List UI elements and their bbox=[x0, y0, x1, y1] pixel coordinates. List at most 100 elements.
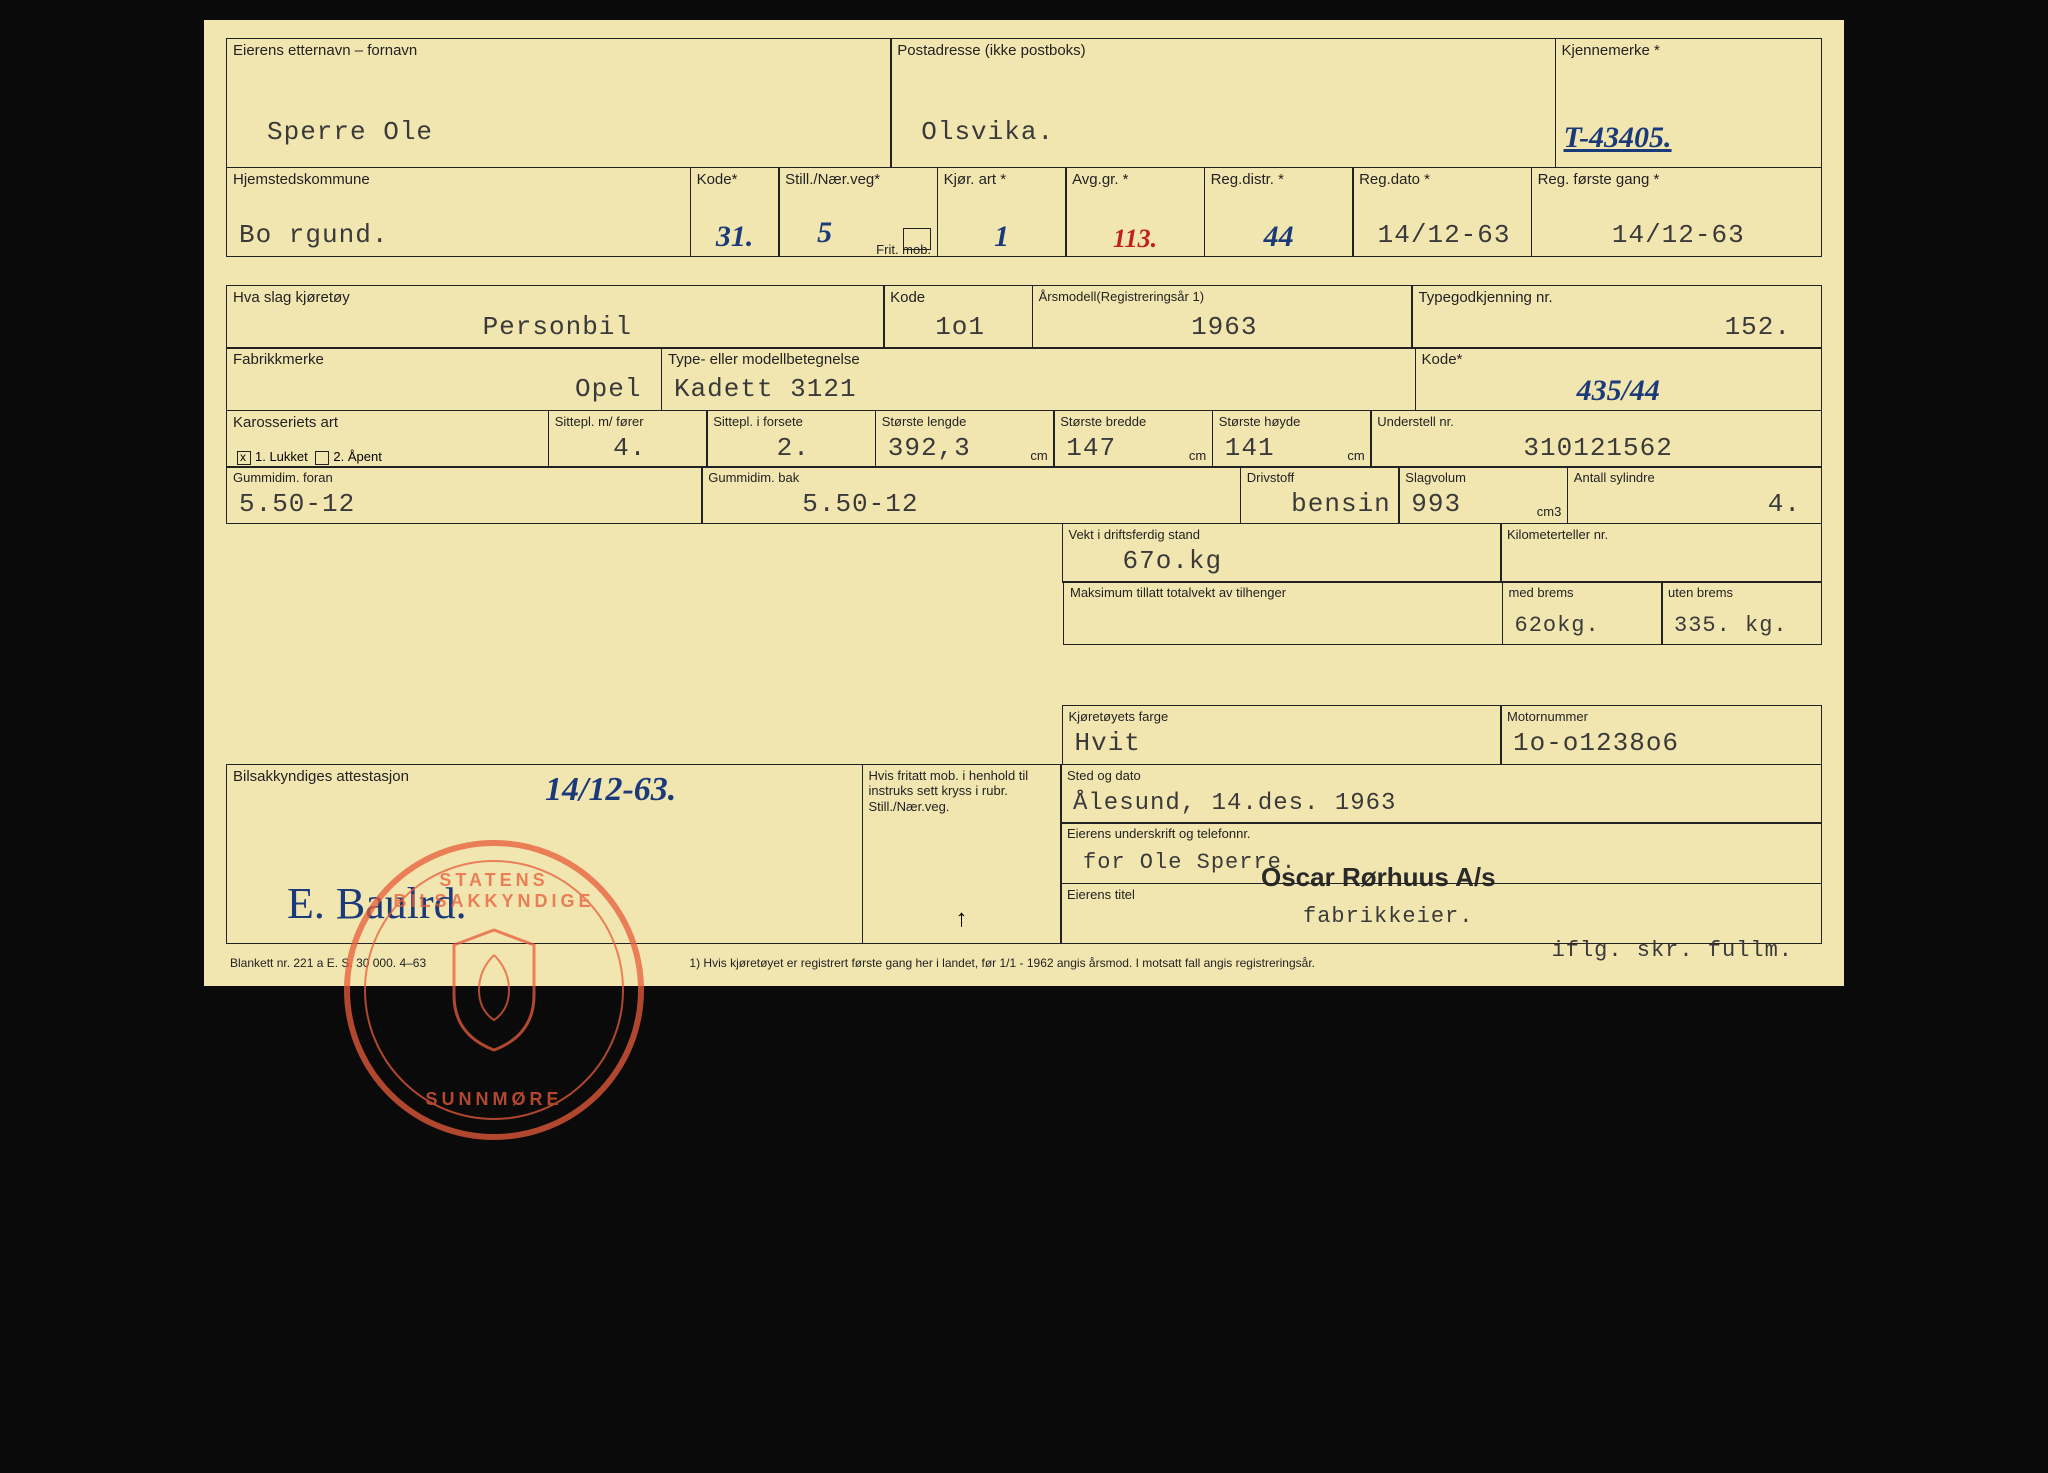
sted-label: Sted og dato bbox=[1061, 765, 1821, 783]
avg-value: 113. bbox=[1066, 224, 1204, 256]
regdistr-cell: Reg.distr. * 44 bbox=[1204, 167, 1354, 257]
kjennemerke-cell: Kjennemerke * T-43405. bbox=[1555, 38, 1823, 168]
farge-cell: Kjøretøyets farge Hvit bbox=[1062, 705, 1502, 765]
understell-value: 310121562 bbox=[1371, 429, 1821, 469]
regdato-value: 14/12-63 bbox=[1353, 216, 1531, 256]
opt-lukket: 1. Lukket bbox=[255, 449, 308, 464]
kode2-label: Kode* bbox=[1416, 348, 1821, 368]
regdistr-value: 44 bbox=[1205, 218, 1353, 256]
opt-apent: 2. Åpent bbox=[333, 449, 381, 464]
regforste-label: Reg. første gang * bbox=[1532, 168, 1821, 188]
gummiforan-cell: Gummidim. foran 5.50-12 bbox=[226, 466, 703, 524]
kode3-cell: Kode 1o1 bbox=[883, 285, 1033, 349]
bredde-label: Største bredde bbox=[1054, 411, 1212, 429]
still-cell: Still./Nær.veg* Frit. mob. 5 bbox=[778, 167, 938, 257]
understell-cell: Understell nr. 310121562 bbox=[1370, 410, 1822, 468]
kode-cell: Kode* 31. bbox=[690, 167, 780, 257]
karosseri-options: 1. Lukket 2. Åpent bbox=[227, 447, 548, 467]
section-reg: Hjemstedskommune Bo rgund. Kode* 31. Sti… bbox=[226, 167, 1822, 257]
stamp-bottom: SUNNMØRE bbox=[350, 1089, 638, 1110]
bredde-value: 147 bbox=[1054, 429, 1124, 469]
kode3-label: Kode bbox=[884, 286, 1032, 306]
section-owner: Eierens etternavn – fornavn Sperre Ole P… bbox=[226, 38, 1822, 168]
kjor-cell: Kjør. art * 1 bbox=[937, 167, 1067, 257]
fabrikk-value: Opel bbox=[227, 370, 661, 410]
slagvolum-label: Slagvolum bbox=[1399, 467, 1567, 485]
hvis-cell: Hvis fritatt mob. i henhold til instruks… bbox=[862, 764, 1062, 944]
regdato-cell: Reg.dato * 14/12-63 bbox=[1352, 167, 1532, 257]
still-value: 5 bbox=[809, 214, 840, 252]
still-label: Still./Nær.veg* bbox=[779, 168, 937, 188]
attest-date: 14/12-63. bbox=[537, 769, 684, 811]
arsmod-value: 1963 bbox=[1033, 308, 1412, 348]
bredde-cell: Største bredde 147cm bbox=[1053, 410, 1213, 468]
arrow-icon: ↑ bbox=[863, 905, 1061, 943]
karosseri-cell: Karosseriets art 1. Lukket 2. Åpent bbox=[226, 410, 549, 468]
kode2-value: 435/44 bbox=[1416, 372, 1821, 410]
hoyde-label: Største høyde bbox=[1213, 411, 1371, 429]
fabrikk-cell: Fabrikkmerke Opel bbox=[226, 347, 662, 411]
owner-name-value: Sperre Ole bbox=[227, 113, 891, 167]
slag-value: Personbil bbox=[227, 308, 884, 348]
typemodel-cell: Type- eller modellbetegnelse Kadett 3121 bbox=[661, 347, 1416, 411]
medbrems-cell: med brems 62okg. bbox=[1502, 581, 1663, 645]
slag-cell: Hva slag kjøretøy Personbil bbox=[226, 285, 885, 349]
gummiforan-label: Gummidim. foran bbox=[227, 467, 702, 485]
arsmod-label: Årsmodell(Registreringsår 1) bbox=[1033, 286, 1412, 304]
typegod-cell: Typegodkjenning nr. 152. bbox=[1411, 285, 1822, 349]
utenbrems-cell: uten brems 335. kg. bbox=[1661, 581, 1822, 645]
fullm: iflg. skr. fullm. bbox=[1540, 934, 1801, 969]
sittforer-label: Sittepl. m/ fører bbox=[549, 411, 707, 429]
arsmod-cell: Årsmodell(Registreringsår 1) 1963 bbox=[1032, 285, 1413, 349]
utenbrems-value: 335. kg. bbox=[1662, 609, 1821, 644]
regdistr-label: Reg.distr. * bbox=[1205, 168, 1353, 188]
underskrift-label: Eierens underskrift og telefonnr. bbox=[1061, 823, 1821, 841]
typegod-value: 152. bbox=[1412, 308, 1821, 348]
drivstoff-label: Drivstoff bbox=[1241, 467, 1399, 485]
understell-label: Understell nr. bbox=[1371, 411, 1821, 429]
drivstoff-cell: Drivstoff bensin bbox=[1240, 466, 1400, 524]
kjennemerke-label: Kjennemerke * bbox=[1556, 39, 1822, 59]
address-value: Olsvika. bbox=[891, 113, 1555, 167]
gummibak-label: Gummidim. bak bbox=[702, 467, 1240, 485]
sittforsete-value: 2. bbox=[707, 429, 875, 469]
official-stamp: STATENS BILSAKKYNDIGE SUNNMØRE bbox=[344, 840, 644, 1140]
stamp-top: STATENS BILSAKKYNDIGE bbox=[350, 870, 638, 912]
owner-name-label: Eierens etternavn – fornavn bbox=[227, 39, 891, 59]
sittforer-value: 4. bbox=[549, 429, 707, 469]
sted-cell: Sted og dato Ålesund, 14.des. 1963 bbox=[1060, 764, 1822, 824]
typemodel-value: Kadett 3121 bbox=[662, 370, 1415, 410]
drivstoff-value: bensin bbox=[1241, 485, 1399, 525]
maks-label: Maksimum tillatt totalvekt av tilhenger bbox=[1064, 582, 1502, 600]
kjennemerke-value: T-43405. bbox=[1556, 119, 1822, 167]
km-cell: Kilometerteller nr. bbox=[1500, 523, 1822, 583]
kode2-cell: Kode* 435/44 bbox=[1415, 347, 1822, 411]
kode3-value: 1o1 bbox=[884, 308, 1032, 348]
sted-value: Ålesund, 14.des. 1963 bbox=[1061, 786, 1821, 823]
lengde-value: 392,3 bbox=[876, 429, 979, 469]
typemodel-label: Type- eller modellbetegnelse bbox=[662, 348, 1415, 368]
regforste-cell: Reg. første gang * 14/12-63 bbox=[1531, 167, 1822, 257]
sylindre-cell: Antall sylindre 4. bbox=[1567, 466, 1822, 524]
sittforsete-cell: Sittepl. i forsete 2. bbox=[706, 410, 876, 468]
slag-label: Hva slag kjøretøy bbox=[227, 286, 884, 306]
farge-label: Kjøretøyets farge bbox=[1063, 706, 1501, 724]
kjor-value: 1 bbox=[938, 218, 1066, 256]
gummibak-cell: Gummidim. bak 5.50-12 bbox=[701, 466, 1241, 524]
kjor-label: Kjør. art * bbox=[938, 168, 1066, 188]
kode-value: 31. bbox=[691, 218, 779, 256]
regforste-value: 14/12-63 bbox=[1532, 216, 1821, 256]
sittforsete-label: Sittepl. i forsete bbox=[707, 411, 875, 429]
karosseri-label: Karosseriets art bbox=[227, 411, 548, 431]
slagvolum-cell: Slagvolum 993cm3 bbox=[1398, 466, 1568, 524]
avg-label: Avg.gr. * bbox=[1066, 168, 1204, 188]
motor-cell: Motornummer 1o-o1238o6 bbox=[1500, 705, 1822, 765]
address-cell: Postadresse (ikke postboks) Olsvika. bbox=[890, 38, 1556, 168]
avg-cell: Avg.gr. * 113. bbox=[1065, 167, 1205, 257]
motor-label: Motornummer bbox=[1501, 706, 1821, 724]
sittforer-cell: Sittepl. m/ fører 4. bbox=[548, 410, 708, 468]
lukket-checkbox bbox=[237, 451, 251, 465]
lengde-label: Største lengde bbox=[876, 411, 1054, 429]
kommune-value: Bo rgund. bbox=[227, 216, 690, 256]
titel-cell: Eierens titel fabrikkeier. iflg. skr. fu… bbox=[1060, 883, 1822, 944]
